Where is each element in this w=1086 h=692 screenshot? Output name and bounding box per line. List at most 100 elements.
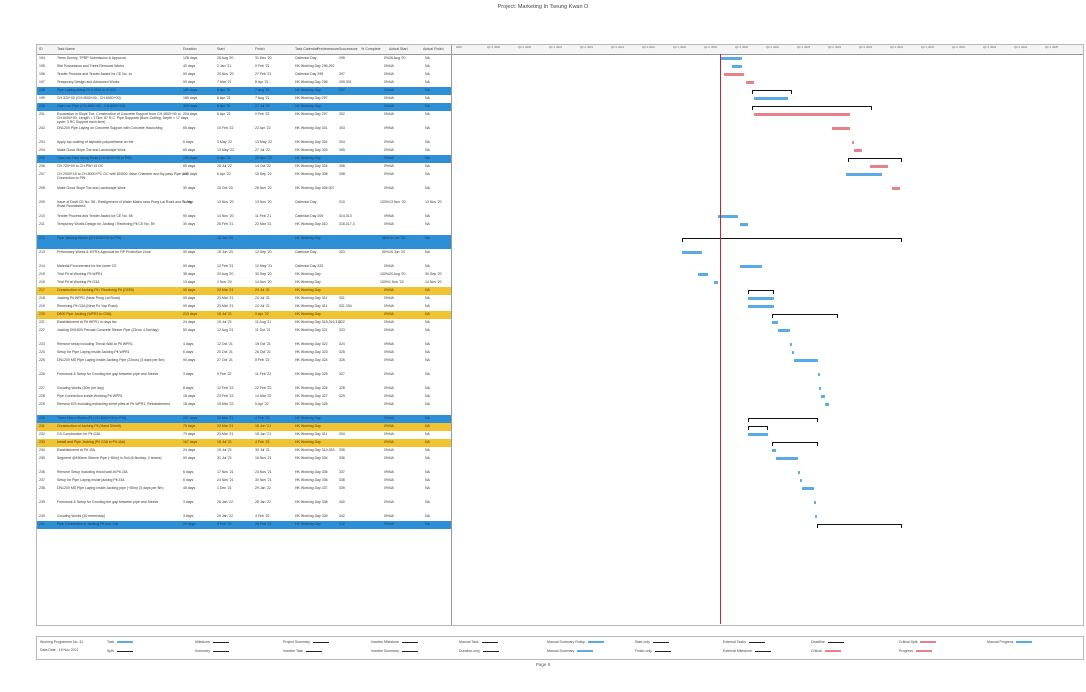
table-row[interactable]: 239 Formwork & Setup for Grouting the gap… — [37, 499, 451, 513]
task-bar[interactable] — [682, 251, 702, 254]
task-bar[interactable] — [754, 97, 788, 100]
table-row[interactable]: 241 Pipe Connection in Jacking Pit and J3… — [37, 521, 451, 529]
task-bar[interactable] — [748, 297, 774, 300]
table-row[interactable]: 226 Formwork & Setup for Grouting the gap… — [37, 371, 451, 385]
table-row[interactable]: 238 DN1200 MS Pipe Laying inside Jacking … — [37, 485, 451, 499]
table-row[interactable]: 194 Trees Survey, TPRP Submission & Appro… — [37, 55, 451, 63]
cell-fin: 9 Feb '21 — [255, 64, 270, 68]
table-row[interactable]: 220 D800 Pipe Jacking (WPR1 to G3A) 213 da… — [37, 311, 451, 319]
table-row[interactable]: 201 Excavation in Slope Toe; Construction… — [37, 111, 451, 125]
table-row[interactable]: 225 DN1200 MS Pipe Laying inside Jacking … — [37, 357, 451, 371]
legend-swatch — [652, 641, 669, 643]
task-bar[interactable] — [815, 515, 817, 518]
table-row[interactable]: 197 Temporary Design and Advanced Works 90… — [37, 79, 451, 87]
table-row[interactable]: 219 Receiving Pit G3A (Near Po Yap Road) 9… — [37, 303, 451, 311]
task-bar[interactable] — [748, 433, 768, 436]
task-bar[interactable] — [821, 395, 825, 398]
table-row[interactable]: 202 DN1200 Pipe Laying on Concrete Suppor… — [37, 125, 451, 139]
task-bar[interactable] — [740, 265, 762, 268]
table-row[interactable]: 234 Establishment at Pit J3A 24 days 15 Jul… — [37, 447, 451, 455]
table-row[interactable]: 207 CH.2000+15 to CH.8000+PC OC with DN90… — [37, 171, 451, 185]
table-row[interactable]: 196 Tender Process and Tender Award for C… — [37, 71, 451, 79]
table-row[interactable]: 217 Construction of Jacking Pit / Receivi… — [37, 287, 451, 295]
task-bar[interactable] — [798, 471, 800, 474]
task-bar[interactable] — [792, 351, 794, 354]
table-row[interactable]: 237 Setup for Pipe Laying inside jacking … — [37, 477, 451, 485]
table-row[interactable]: 218 Jacking Pit WPR1 (Near Pung Lai Road)… — [37, 295, 451, 303]
task-bar[interactable] — [698, 273, 708, 276]
task-bar[interactable] — [748, 305, 774, 308]
table-row[interactable]: 221 Establishment at Pit WPR1 in days ttw… — [37, 319, 451, 327]
summary-bar[interactable] — [848, 158, 902, 162]
task-bar[interactable] — [846, 173, 882, 176]
table-row[interactable]: 212 Pipe Jacking Works (CH.6000+00 to PW)… — [37, 235, 451, 249]
table-row[interactable]: 223 Remove setup including Thrust Wall at… — [37, 341, 451, 349]
table-row[interactable]: 211 Temporary Works Design for Jacking / … — [37, 221, 451, 235]
table-row[interactable]: 209 Issue of Draft CE No. 58 - Realignmen… — [37, 199, 451, 213]
task-bar[interactable] — [825, 403, 829, 406]
critical-task-bar[interactable] — [854, 149, 862, 152]
summary-bar[interactable] — [748, 426, 768, 430]
table-row[interactable]: 231 Construction of Jacking Pit (Hand Shi… — [37, 423, 451, 431]
cell-start: 15 Jul '21 — [217, 440, 232, 444]
critical-task-bar[interactable] — [746, 81, 754, 84]
table-row[interactable]: 230 Three Micro Works (PIJ CH.6000+00 to … — [37, 415, 451, 423]
critical-task-bar[interactable] — [724, 73, 744, 76]
legend-item: Split — [107, 649, 133, 653]
task-bar[interactable] — [772, 449, 776, 452]
table-row[interactable]: 208 Make Good Slope Toe and Landscape Wor… — [37, 185, 451, 199]
summary-bar[interactable] — [752, 90, 792, 94]
table-row[interactable]: 195 Site Possession and Trees Removal Wor… — [37, 63, 451, 71]
task-bar[interactable] — [800, 479, 802, 482]
summary-bar[interactable] — [682, 238, 902, 242]
task-bar[interactable] — [714, 281, 718, 284]
table-row[interactable]: 213 Preliminary Works & MTR's Approval fo… — [37, 249, 451, 263]
task-bar[interactable] — [732, 65, 742, 68]
task-bar[interactable] — [718, 215, 738, 218]
table-row[interactable]: 199 CH.320+00 (CH.4500+00 - CH.6000+00) 18… — [37, 95, 451, 103]
summary-bar[interactable] — [752, 106, 872, 110]
task-bar[interactable] — [814, 501, 816, 504]
table-row[interactable]: 205 Open cut Pipe along Road (CH.6000+00 … — [37, 155, 451, 163]
critical-task-bar[interactable] — [852, 141, 854, 144]
table-row[interactable]: 198 Pipe Laying along Ch 0+000 to 0+333 18… — [37, 87, 451, 95]
summary-bar[interactable] — [772, 314, 838, 318]
task-bar[interactable] — [772, 321, 778, 324]
table-row[interactable]: 204 Make Good Slope Toe and Landscape Wor… — [37, 147, 451, 155]
task-bar[interactable] — [778, 329, 790, 332]
task-bar[interactable] — [802, 487, 814, 490]
table-row[interactable]: 233 Install and Pipe Jacking (Pit G3A to … — [37, 439, 451, 447]
task-bar[interactable] — [776, 457, 798, 460]
legend-label: Manual Progress — [987, 640, 1014, 644]
table-row[interactable]: 236 Remove Setup including thrust wall at… — [37, 469, 451, 477]
table-row[interactable]: 232 G3 Construction for Pit G3A 79 days 23 … — [37, 431, 451, 439]
table-row[interactable]: 203 Apply top coating of aliphatic polyur… — [37, 139, 451, 147]
summary-bar[interactable] — [772, 442, 818, 446]
task-bar[interactable] — [818, 373, 820, 376]
table-row[interactable]: 227 Grouting Works (30m per day) 8 days 12 … — [37, 385, 451, 393]
table-row[interactable]: 206 CH.720+00 to CH.PW+15 OC 65 days 28 Jul… — [37, 163, 451, 171]
summary-bar[interactable] — [748, 418, 818, 422]
table-row[interactable]: 214 Material Procurement for the lower CE… — [37, 263, 451, 271]
task-bar[interactable] — [720, 57, 742, 60]
table-row[interactable]: 240 Grouting Works (30 meter/day) 3 days 29… — [37, 513, 451, 521]
summary-bar[interactable] — [748, 290, 774, 294]
table-row[interactable]: 228 Pipe Connection inside Working Pit WP… — [37, 393, 451, 401]
table-row[interactable]: 200 Open cut Pipe (CH.4500+00 - CH.6000+0… — [37, 103, 451, 111]
table-row[interactable]: 235 Segment @450mm Sleeve Pipe (~80m) in … — [37, 455, 451, 469]
table-row[interactable]: 215 Trial Pit at Working Pit WPR1 38 days 2… — [37, 271, 451, 279]
table-row[interactable]: 229 Remove E/S including extracting sheet… — [37, 401, 451, 415]
table-row[interactable]: 210 Tender Process and Tender Award for C… — [37, 213, 451, 221]
task-bar[interactable] — [790, 343, 792, 346]
critical-task-bar[interactable] — [832, 127, 850, 130]
critical-task-bar[interactable] — [754, 113, 850, 116]
critical-task-bar[interactable] — [870, 165, 888, 168]
task-bar[interactable] — [819, 387, 821, 390]
table-row[interactable]: 216 Trial Pit at Working Pit G3A 13 days 1 … — [37, 279, 451, 287]
task-bar[interactable] — [740, 223, 748, 226]
summary-bar[interactable] — [817, 524, 902, 528]
task-bar[interactable] — [794, 359, 818, 362]
critical-task-bar[interactable] — [892, 187, 900, 190]
table-row[interactable]: 224 Setup for Pipe Laying inside Jacking … — [37, 349, 451, 357]
table-row[interactable]: 222 Jacking DN1600 Precast Concrete Sleev… — [37, 327, 451, 341]
